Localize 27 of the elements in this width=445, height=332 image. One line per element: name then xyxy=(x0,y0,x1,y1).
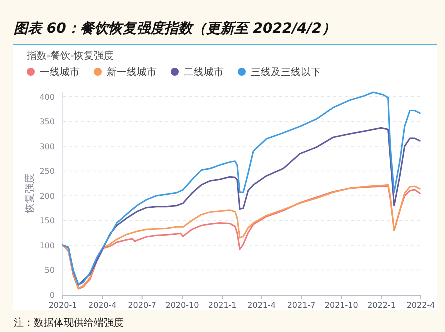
y-tick-label: 300 xyxy=(40,142,55,152)
title: 图表 60：餐饮恢复强度指数（更新至 2022/4/2） xyxy=(14,21,336,37)
chart-subtitle: 指数-餐饮-恢复强度 xyxy=(26,50,114,62)
y-tick-label: 0 xyxy=(50,291,55,300)
y-tick-label: 250 xyxy=(40,167,55,176)
x-tick-label: 2020-4 xyxy=(88,301,117,310)
y-axis-title: 恢复强度 xyxy=(24,174,36,214)
legend-label: 二线城市 xyxy=(184,66,224,78)
x-tick-label: 2021-10 xyxy=(324,301,358,310)
y-tick-label: 400 xyxy=(40,92,55,102)
y-tick-label: 50 xyxy=(44,266,55,276)
x-tick-label: 2021-1 xyxy=(208,301,237,310)
x-tick-label: 2021-7 xyxy=(287,301,316,310)
x-tick-label: 2021-4 xyxy=(248,301,276,310)
legend-label: 一线城市 xyxy=(40,66,80,78)
y-tick-label: 150 xyxy=(40,216,55,226)
x-tick-label: 2020-7 xyxy=(128,301,157,310)
legend-label: 三线及三线以下 xyxy=(251,66,321,78)
x-tick-label: 2020-1 xyxy=(48,301,78,310)
y-tick-label: 200 xyxy=(40,192,55,201)
text: 注：数据体现供给端强度 xyxy=(14,317,124,329)
y-tick-label: 350 xyxy=(40,118,55,127)
x-tick-label: 2022-1 xyxy=(368,301,396,310)
legend-label: 新一线城市 xyxy=(107,66,157,78)
x-tick-label: 2022-4 xyxy=(406,301,436,310)
x-tick-label: 2020-10 xyxy=(166,301,200,310)
y-tick-label: 100 xyxy=(40,241,55,250)
